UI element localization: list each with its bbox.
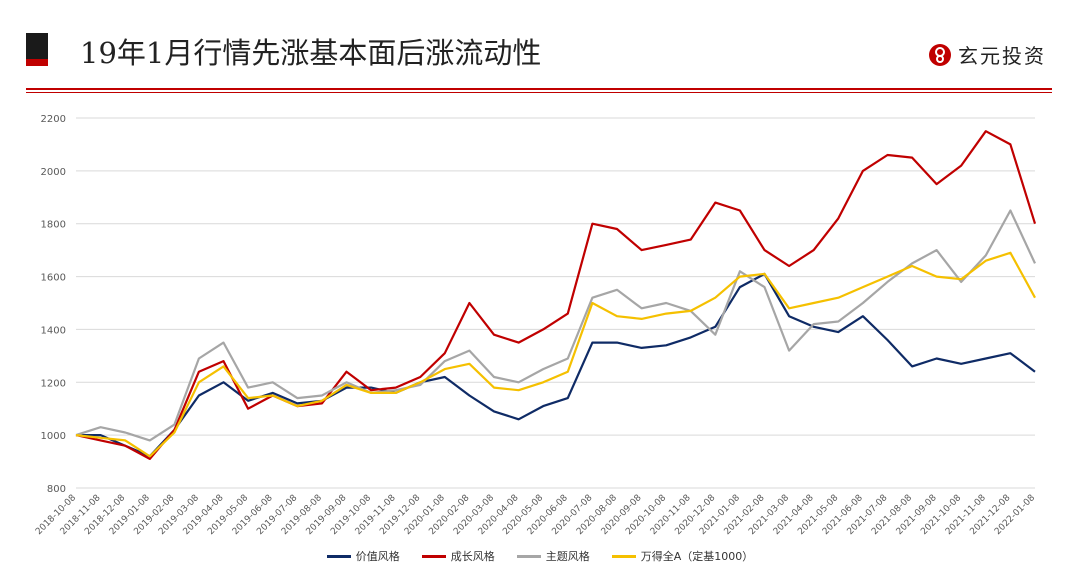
legend-swatch: [611, 554, 636, 558]
legend-swatch: [516, 554, 541, 558]
y-tick-label: 1800: [41, 220, 66, 231]
series-line: [75, 130, 1037, 460]
y-tick-label: 1000: [41, 431, 66, 442]
series-line: [76, 272, 1036, 458]
legend-label: 万得全A（定基1000）: [640, 550, 754, 563]
legend-swatch: [421, 554, 446, 558]
y-tick-label: 1400: [41, 325, 66, 336]
y-tick-label: 800: [47, 484, 66, 495]
series-line: [75, 209, 1036, 442]
chart-legend: 价值风格 成长风格 主题风格 万得全A（定基1000）: [0, 548, 1080, 564]
page-title: 19年1月行情先涨基本面后涨流动性: [80, 36, 542, 70]
legend-label: 价值风格: [355, 550, 400, 563]
header-rule: [26, 88, 1052, 90]
brand-name: 玄元投资: [958, 44, 1046, 68]
y-tick-label: 2200: [41, 114, 66, 125]
legend-item: 价值风格: [326, 548, 400, 564]
brand-logo: 玄元投资: [928, 40, 1046, 69]
title-mark-red: [26, 59, 48, 66]
legend-item: 成长风格: [421, 548, 495, 564]
line-chart: 80010001200140016001800200022002018-10-0…: [34, 114, 1037, 537]
y-tick-label: 1200: [41, 378, 66, 389]
legend-label: 成长风格: [450, 550, 495, 563]
y-tick-label: 2000: [41, 167, 66, 178]
legend-label: 主题风格: [545, 550, 590, 563]
legend-item: 主题风格: [516, 548, 590, 564]
y-tick-label: 1600: [41, 273, 66, 284]
legend-swatch: [326, 554, 351, 558]
title-mark-black: [26, 33, 48, 59]
header-rule-thin: [26, 92, 1052, 93]
brand-seal-icon: [929, 43, 951, 66]
legend-item: 万得全A（定基1000）: [611, 548, 754, 564]
series-line: [75, 251, 1036, 458]
